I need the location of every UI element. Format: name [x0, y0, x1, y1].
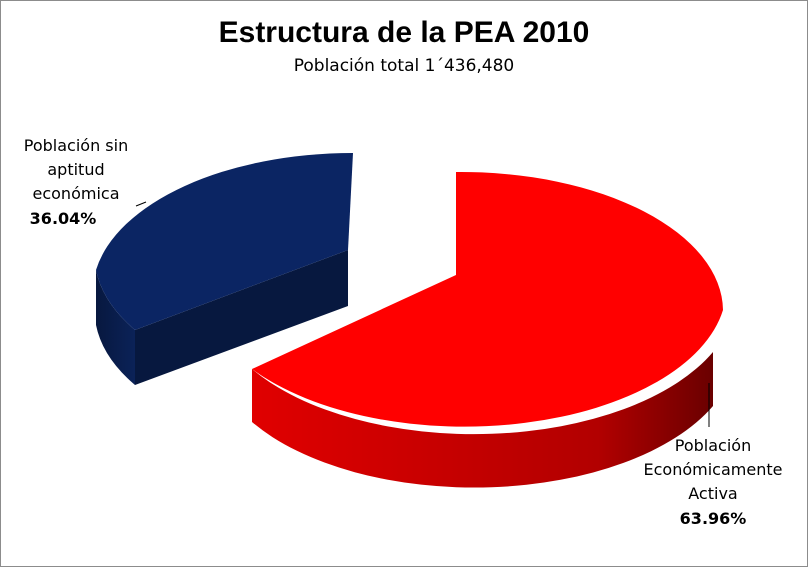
- label-sin-aptitud-line-3: económica: [33, 184, 120, 203]
- label-sin-aptitud-percent: 36.04%: [30, 209, 97, 228]
- slice-sin-aptitud-wall: [135, 250, 348, 385]
- slice-sin-aptitud: [96, 152, 353, 385]
- slice-pea-rim: [252, 352, 713, 488]
- slice-pea: [252, 171, 723, 488]
- label-pea-percent: 63.96%: [680, 509, 747, 528]
- label-sin-aptitud-line-2: aptitud: [47, 160, 104, 179]
- chart-subtitle: Población total 1´436,480: [293, 56, 515, 76]
- slice-sin-aptitud-rim: [96, 270, 135, 385]
- label-pea-line-2: Económicamente: [644, 460, 783, 479]
- chart-title: Estructura de la PEA 2010: [218, 16, 590, 49]
- leader-line-sin-aptitud: [135, 201, 147, 207]
- label-pea-line-3: Activa: [688, 484, 737, 503]
- label-sin-aptitud-line-1: Población sin: [24, 136, 128, 155]
- slice-sin-aptitud-top: [96, 152, 353, 330]
- label-pea-line-1: Población: [675, 436, 751, 455]
- slice-pea-top: [252, 171, 723, 427]
